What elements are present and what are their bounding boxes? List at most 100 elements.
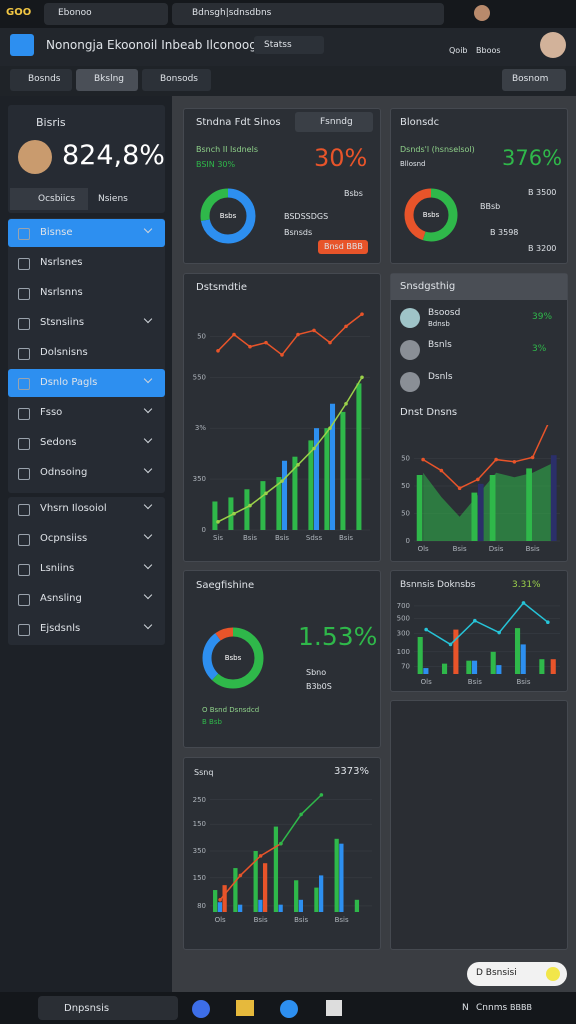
point	[299, 812, 303, 817]
sidebar-tab[interactable]	[10, 188, 88, 210]
line	[219, 843, 282, 901]
taskbar-icon[interactable]	[192, 1000, 210, 1018]
y-tick-label: 80	[197, 902, 206, 910]
x-tick-label: Bsis	[453, 545, 467, 553]
sidebar-item-label[interactable]: Lsniins	[40, 563, 75, 574]
chip-label[interactable]: D Bsnsisi	[476, 968, 517, 978]
card-value: 3.31%	[512, 580, 541, 590]
card-header	[391, 274, 567, 300]
point	[264, 340, 268, 345]
point	[280, 479, 284, 483]
sidebar-item-label[interactable]: Ocpnsiiss	[40, 533, 88, 544]
sidebar-item-label[interactable]: Bisnse	[40, 227, 73, 238]
tab[interactable]	[172, 3, 444, 25]
taskbar-icon[interactable]	[326, 1000, 342, 1016]
search-box[interactable]	[38, 996, 178, 1020]
donut: Bsbs	[202, 627, 264, 689]
bar	[273, 826, 279, 912]
bar	[292, 456, 298, 530]
point	[421, 457, 425, 462]
y-tick-label: 700	[397, 602, 410, 610]
toolbar-button-label[interactable]: Bosnds	[28, 74, 61, 84]
sidebar-item-label[interactable]: Vhsrn Ilosoiol	[40, 503, 107, 514]
sidebar-item-label[interactable]: Stsnsiins	[40, 317, 85, 328]
donut-center: Bsbs	[423, 211, 440, 219]
legend-label: BSDSSDGS	[284, 212, 329, 221]
x-tick-label: Sdss	[306, 534, 323, 542]
sidebar-item-label[interactable]: Nsrlsnes	[40, 257, 83, 268]
card-text: B 3500	[528, 188, 557, 197]
search-label[interactable]: Dnpsnsis	[64, 1003, 110, 1014]
toolbar-button-label[interactable]: Bosnom	[512, 74, 549, 84]
card-text: Bsnch II Isdnels	[196, 145, 258, 154]
sidebar-item-active[interactable]	[8, 369, 165, 397]
bar	[260, 481, 266, 530]
x-tick-label: Ols	[418, 545, 429, 553]
sidebar-item-label[interactable]: Nsrlsnns	[40, 287, 83, 298]
toolbar-button-label[interactable]: Bkslng	[94, 74, 124, 84]
x-tick-label: Dsis	[489, 545, 504, 553]
donut-segment	[404, 188, 458, 242]
tab-title[interactable]: Ebonoo	[58, 8, 92, 18]
toolbar-button-label[interactable]: Bonsods	[160, 74, 198, 84]
toolbar-button[interactable]	[502, 69, 566, 91]
card-title: Bsnnsis Doknsbs	[400, 580, 476, 590]
taskbar-icon[interactable]	[236, 1000, 254, 1016]
sidebar-item-label[interactable]: Dsnlo Pagls	[40, 377, 98, 388]
sidebar-icon	[18, 288, 30, 300]
bar	[314, 428, 320, 530]
bar	[340, 411, 346, 530]
sidebar-tab-label[interactable]: Nsiens	[98, 194, 128, 204]
sidebar-title: Bisris	[36, 116, 66, 129]
sidebar-item-label[interactable]: Ejsdsnls	[40, 623, 81, 634]
dropdown[interactable]	[295, 112, 373, 132]
tab[interactable]	[44, 3, 168, 25]
sidebar-icon	[18, 468, 30, 480]
toolbar-button[interactable]	[10, 69, 72, 91]
y-tick-label: 550	[193, 373, 206, 381]
toolbar-button[interactable]	[142, 69, 211, 91]
avatar	[400, 308, 420, 328]
sidebar-item-active[interactable]	[8, 219, 165, 247]
x-tick-label: Bsis	[468, 678, 482, 686]
sidebar-item-label[interactable]: Asnsling	[40, 593, 82, 604]
sidebar-item-label[interactable]: Odnsoing	[40, 467, 88, 478]
button[interactable]	[318, 240, 368, 254]
sidebar-item-label[interactable]: Fsso	[40, 407, 63, 418]
point	[296, 463, 300, 467]
bar	[222, 885, 227, 912]
bar	[477, 483, 484, 541]
taskbar-icon[interactable]	[280, 1000, 298, 1018]
bar	[416, 475, 423, 541]
bar	[441, 663, 448, 674]
bar	[217, 902, 223, 912]
toolbar-button[interactable]	[76, 69, 138, 91]
line	[280, 794, 322, 845]
chart-title: Dnst Dnsns	[400, 407, 458, 418]
sidebar-item-label[interactable]: Sedons	[40, 437, 77, 448]
dropdown[interactable]	[254, 36, 324, 54]
bar	[213, 890, 218, 912]
dropdown-label[interactable]: Fsnndg	[320, 117, 353, 127]
avatar[interactable]	[474, 5, 490, 21]
dropdown-label[interactable]: Statss	[264, 40, 292, 50]
bar	[276, 477, 282, 530]
point	[512, 460, 517, 464]
bar	[294, 880, 299, 912]
button-label[interactable]: Bnsd BBB	[324, 242, 363, 251]
point	[248, 344, 252, 349]
card-text: O Bsnd Dsnsdcd	[202, 706, 260, 714]
card-text: B Bsb	[202, 718, 222, 726]
sidebar-tab-label[interactable]: Ocsbiics	[38, 194, 76, 204]
legend-label: Sbno	[306, 668, 327, 677]
card-value: 3373%	[334, 766, 369, 777]
header-icon-label[interactable]: Bboos	[476, 46, 501, 55]
card-text: Bllosnd	[400, 160, 426, 168]
header-icon-label[interactable]: Qoib	[449, 46, 468, 55]
avatar[interactable]	[540, 32, 566, 58]
tab-title[interactable]: Bdnsgh|sdnsdbns	[192, 8, 272, 18]
point	[530, 455, 535, 460]
sidebar-item-label[interactable]: Dolsnisns	[40, 347, 88, 358]
point	[360, 375, 364, 380]
donut-center: Bsbs	[225, 654, 242, 662]
